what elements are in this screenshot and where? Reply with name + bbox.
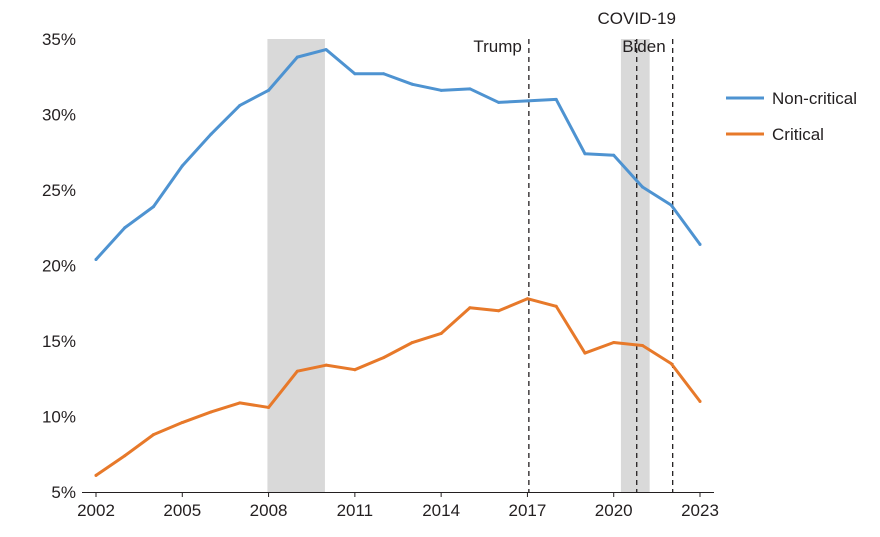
data-point-non-critical [698, 242, 702, 246]
data-point-critical [583, 351, 587, 355]
data-point-critical [324, 363, 328, 367]
data-point-critical [640, 344, 644, 348]
shaded-period-recession-2008 [267, 39, 325, 492]
series-critical [94, 297, 702, 477]
legend-item-non-critical: Non-critical [726, 89, 857, 108]
data-point-critical [612, 341, 616, 345]
data-point-non-critical [468, 87, 472, 91]
series-non-critical [94, 48, 702, 261]
x-tick-label: 2011 [337, 501, 374, 520]
data-point-critical [497, 309, 501, 313]
legend-label-critical: Critical [772, 125, 824, 144]
x-tick-label: 2014 [422, 501, 460, 520]
data-point-non-critical [295, 55, 299, 59]
data-point-critical [123, 454, 127, 458]
data-point-critical [525, 297, 529, 301]
x-tick-label: 2023 [681, 501, 719, 520]
event-label-trump: Trump [473, 37, 522, 56]
data-point-critical [698, 399, 702, 403]
series-line-critical [94, 297, 702, 477]
data-point-critical [410, 341, 414, 345]
data-point-non-critical [612, 153, 616, 157]
y-tick-label: 25% [42, 181, 76, 200]
x-tick-label: 2002 [77, 501, 115, 520]
data-point-non-critical [497, 100, 501, 104]
data-point-critical [94, 473, 98, 477]
data-series [94, 48, 702, 477]
x-tick-label: 2020 [595, 501, 633, 520]
event-label-covid-19: COVID-19 [598, 9, 676, 28]
event-markers: Trump COVID-19 Biden [473, 9, 676, 492]
x-tick-label: 2005 [163, 501, 201, 520]
data-point-non-critical [410, 82, 414, 86]
data-point-critical [439, 331, 443, 335]
data-point-non-critical [353, 72, 357, 76]
data-point-non-critical [554, 97, 558, 101]
data-point-non-critical [209, 132, 213, 136]
legend: Non-critical Critical [726, 89, 857, 144]
data-point-non-critical [94, 257, 98, 261]
data-point-critical [209, 410, 213, 414]
y-tick-label: 35% [42, 30, 76, 49]
legend-label-non-critical: Non-critical [772, 89, 857, 108]
y-tick-label: 15% [42, 332, 76, 351]
series-line-non-critical [94, 48, 702, 261]
data-point-non-critical [267, 88, 271, 92]
data-point-non-critical [382, 72, 386, 76]
data-point-critical [267, 405, 271, 409]
y-tick-label: 5% [51, 483, 76, 502]
data-point-critical [238, 401, 242, 405]
data-point-critical [468, 306, 472, 310]
y-tick-label: 30% [42, 106, 76, 125]
data-point-non-critical [669, 203, 673, 207]
shaded-period-covid-19 [620, 39, 650, 492]
data-point-critical [382, 356, 386, 360]
data-point-non-critical [123, 226, 127, 230]
y-tick-label: 20% [42, 257, 76, 276]
data-point-non-critical [180, 164, 184, 168]
event-label-biden: Biden [622, 37, 665, 56]
legend-item-critical: Critical [726, 125, 824, 144]
data-point-non-critical [238, 103, 242, 107]
data-point-non-critical [583, 152, 587, 156]
data-point-non-critical [525, 99, 529, 103]
data-point-critical [353, 368, 357, 372]
data-point-non-critical [439, 88, 443, 92]
x-tick-label: 2008 [250, 501, 288, 520]
data-point-non-critical [640, 185, 644, 189]
data-point-non-critical [152, 205, 156, 209]
y-tick-label: 10% [42, 408, 76, 427]
data-point-critical [554, 304, 558, 308]
data-point-critical [152, 433, 156, 437]
data-point-critical [180, 421, 184, 425]
shaded-periods [267, 39, 650, 492]
x-tick-label: 2017 [509, 501, 547, 520]
data-point-non-critical [324, 48, 328, 52]
data-point-critical [669, 362, 673, 366]
axes: 2002 2005 2008 2011 2014 2017 2020 2023 5% 10% 15%… [42, 30, 719, 520]
data-point-critical [295, 369, 299, 373]
